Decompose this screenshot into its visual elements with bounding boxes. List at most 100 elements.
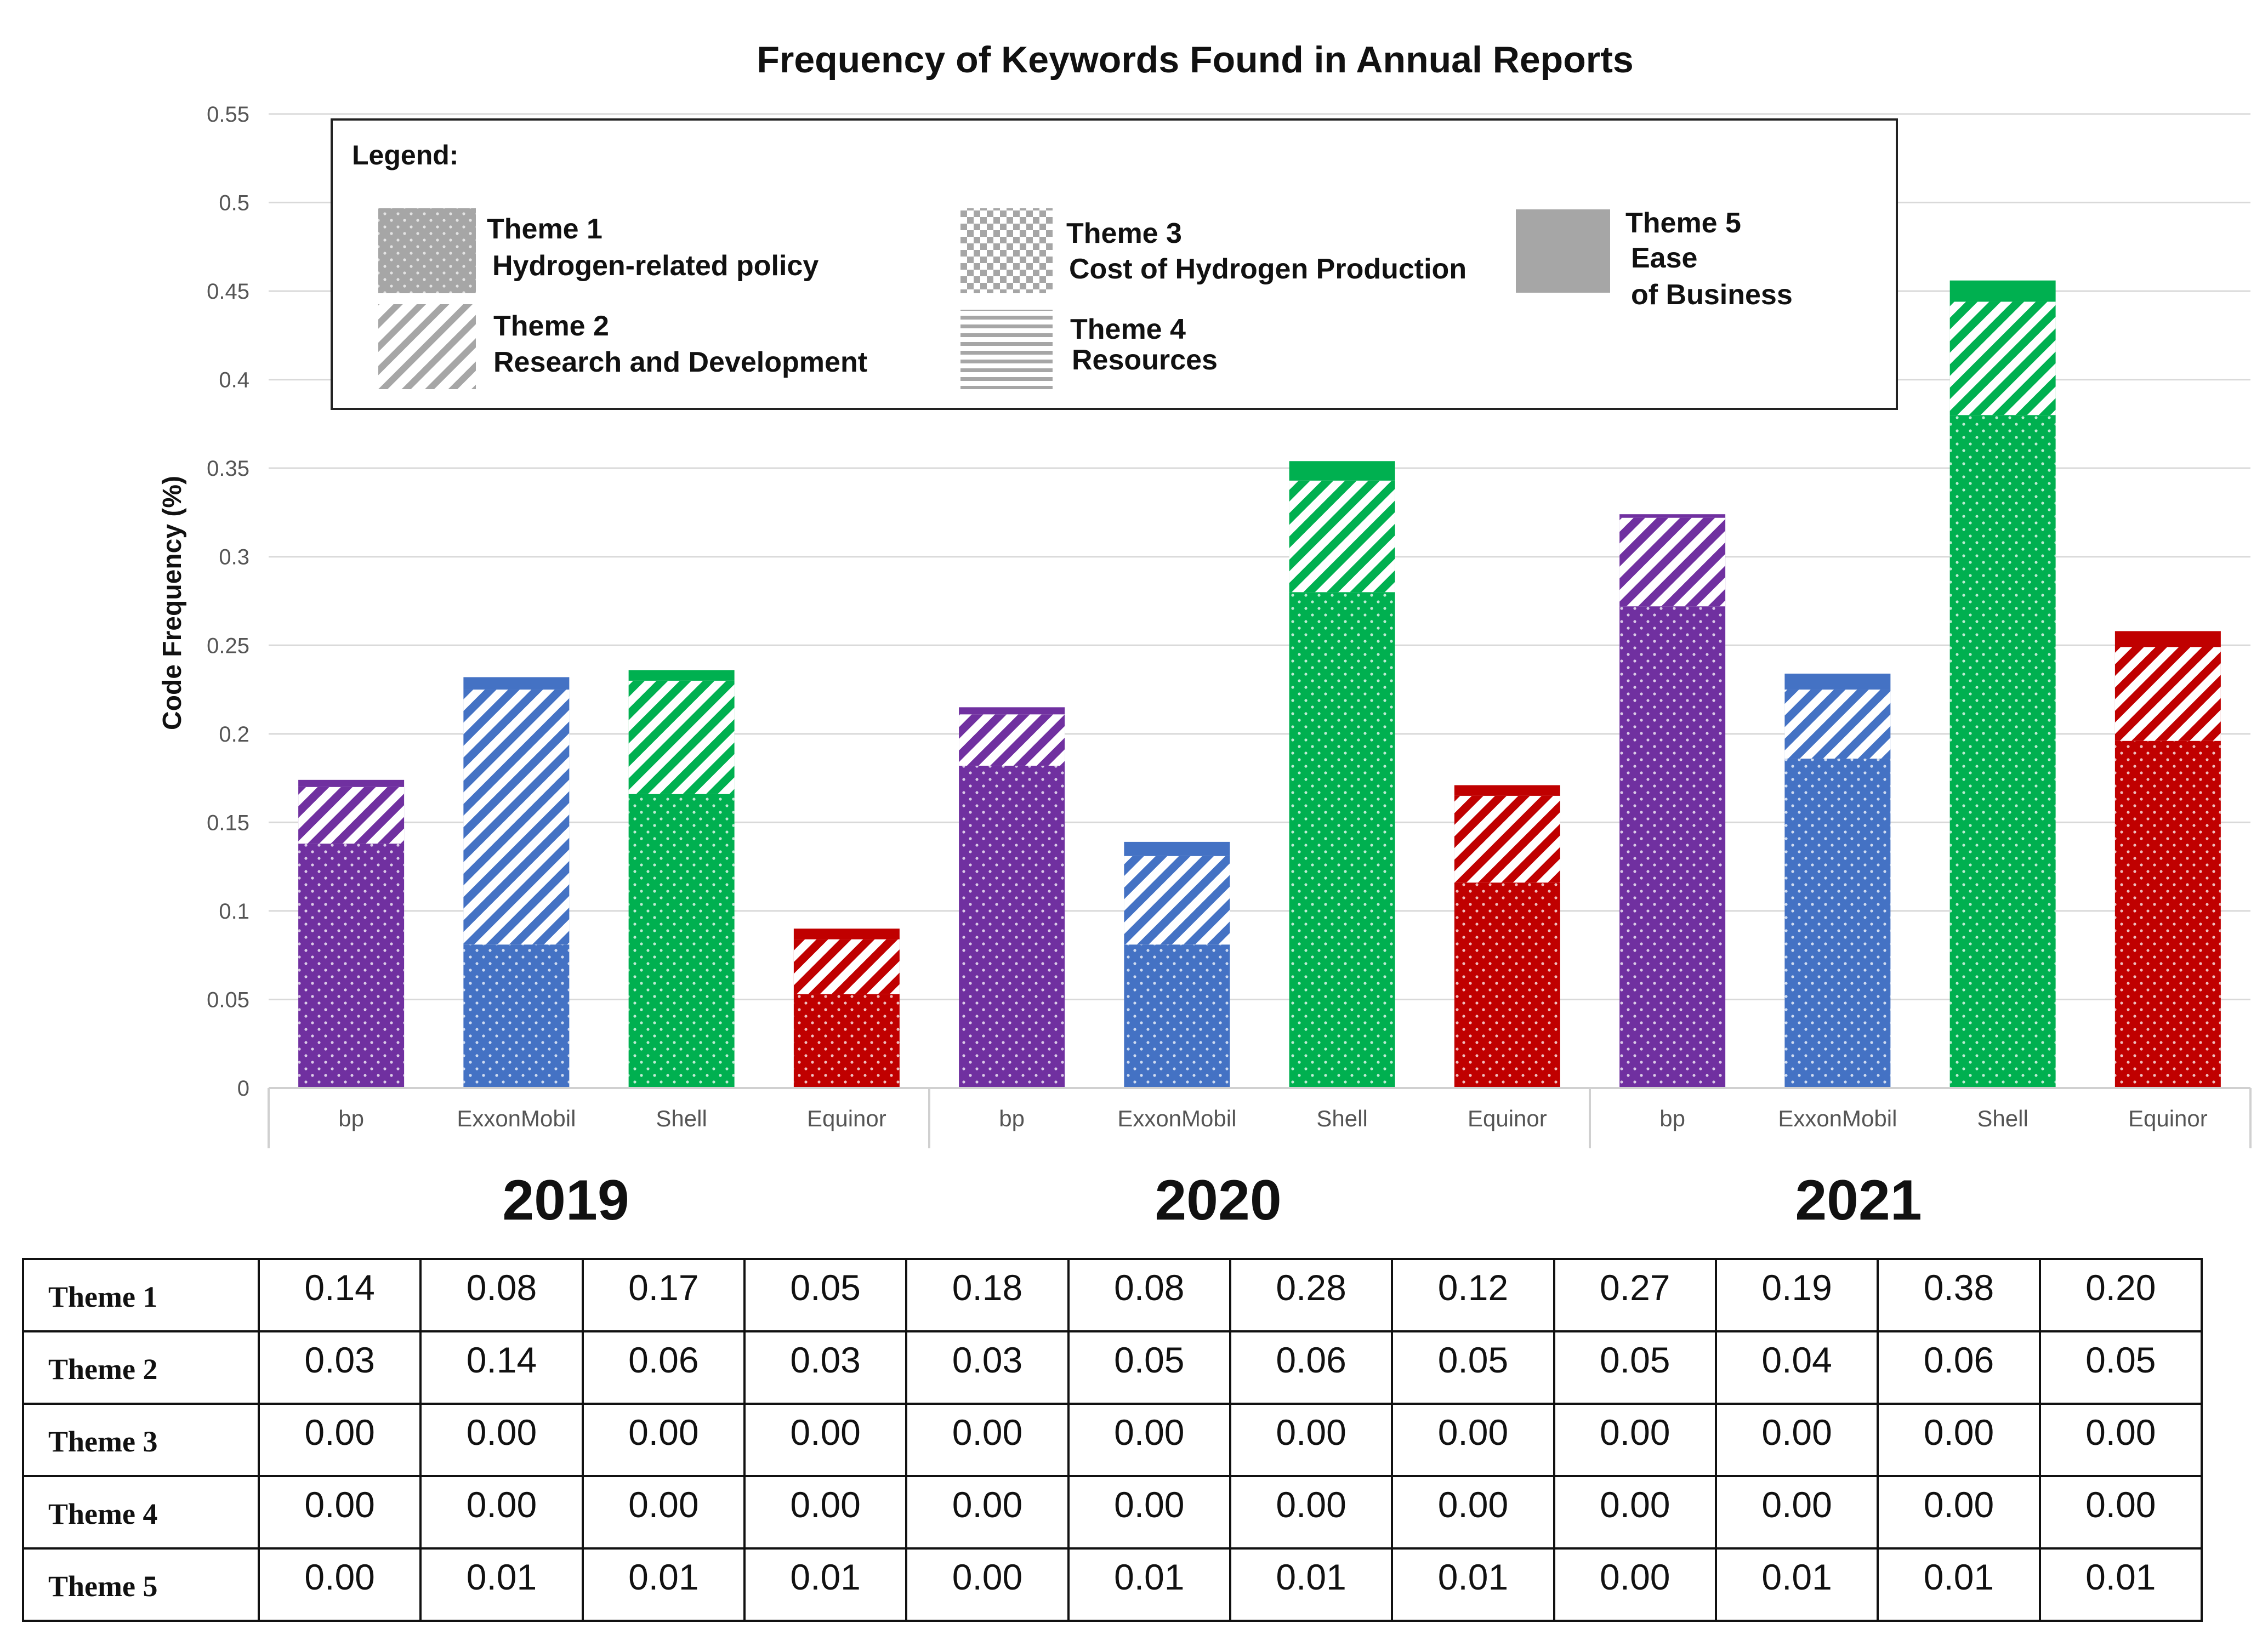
bar-segment-bp-theme-1 <box>959 765 1065 1088</box>
table-cell: 0.14 <box>257 1258 422 1332</box>
bar-segment-bp-theme-2 <box>959 714 1065 766</box>
year-labels: 2019 2020 2021 <box>502 1169 1922 1232</box>
bar-segment-bp-theme-1 <box>298 844 405 1088</box>
table-row-label: Theme 3 <box>22 1403 260 1477</box>
y-tick-label: 0.25 <box>207 634 249 658</box>
table-cell: 0.00 <box>1067 1403 1231 1477</box>
legend-theme-4-desc: Resources <box>1072 344 1218 376</box>
y-tick-label: 0.45 <box>207 280 249 304</box>
bar-pattern-dots <box>1124 944 1230 1088</box>
bar-segment-exxonmobil-theme-2 <box>1124 856 1230 945</box>
y-tick-label: 0.2 <box>219 722 249 747</box>
table-cell: 0.00 <box>581 1475 746 1550</box>
legend-theme-5-desc-2: of Business <box>1631 279 1793 311</box>
x-tick-label: ExxonMobil <box>1778 1106 1897 1131</box>
bar-segment-bp-theme-1 <box>1619 606 1726 1088</box>
bar-fill <box>1289 461 1395 481</box>
bar-segment-shell-theme-1 <box>628 794 735 1088</box>
table-cell: 0.00 <box>905 1475 1070 1550</box>
table-cell: 0.00 <box>743 1475 908 1550</box>
bar-segment-equinor-theme-1 <box>1454 882 1560 1088</box>
table-cell: 0.03 <box>743 1330 908 1405</box>
bar-segment-exxonmobil-theme-1 <box>1124 944 1230 1088</box>
table-cell: 0.01 <box>1229 1547 1394 1622</box>
bar-segment-shell-theme-5 <box>1289 461 1395 481</box>
table-cell: 0.01 <box>1391 1547 1555 1622</box>
bar-fill <box>2114 631 2221 647</box>
legend-swatch-theme-4 <box>960 310 1053 389</box>
legend-theme-3-name: Theme 3 <box>1066 218 1182 249</box>
table-cell: 0.05 <box>743 1258 908 1332</box>
table-row-label: Theme 1 <box>22 1258 260 1332</box>
table-cell: 0.01 <box>1877 1547 2041 1622</box>
x-tick-label: bp <box>1659 1106 1685 1131</box>
table-cell: 0.12 <box>1391 1258 1555 1332</box>
legend-theme-3-desc: Cost of Hydrogen Production <box>1069 253 1466 285</box>
bar-segment-shell-theme-5 <box>628 670 735 681</box>
bar-pattern-diagonal <box>298 787 405 844</box>
bar-pattern-diagonal <box>628 680 735 794</box>
y-tick-label: 0.35 <box>207 457 249 481</box>
table-cell: 0.00 <box>1877 1403 2041 1477</box>
stacked-bar-chart: Frequency of Keywords Found in Annual Re… <box>158 39 2252 1232</box>
bar-segment-exxonmobil-theme-1 <box>1784 759 1891 1088</box>
bar-pattern-diagonal <box>1454 795 1560 883</box>
table-cell: 0.05 <box>2038 1330 2203 1405</box>
table-cell: 0.06 <box>1229 1330 1394 1405</box>
bar-fill <box>1784 673 1891 690</box>
table-cell: 0.00 <box>905 1547 1070 1622</box>
legend-theme-1-desc: Hydrogen-related policy <box>492 250 818 282</box>
legend-title: Legend: <box>352 140 458 170</box>
y-axis-label: Code Frequency (%) <box>158 476 187 730</box>
legend-swatch-theme-3 <box>960 208 1053 293</box>
table-cell: 0.01 <box>1714 1547 1879 1622</box>
x-tick-label: Equinor <box>807 1106 886 1131</box>
year-label: 2021 <box>1795 1169 1922 1232</box>
table-row: Theme 5 0.00 0.01 0.01 0.01 0.00 0.01 0.01 0.01 0… <box>22 1547 2203 1622</box>
bar-segment-shell-theme-1 <box>1289 592 1395 1088</box>
bar-pattern-diagonal <box>1289 480 1395 593</box>
table-cell: 0.20 <box>2038 1258 2203 1332</box>
bar-segment-equinor-theme-1 <box>793 994 900 1088</box>
bar-pattern-diagonal <box>793 939 900 994</box>
table-cell: 0.38 <box>1877 1258 2041 1332</box>
bar-segment-shell-theme-1 <box>1949 415 2056 1088</box>
table-cell: 0.00 <box>419 1475 584 1550</box>
bar-segment-exxonmobil-theme-2 <box>1784 690 1891 759</box>
table-row: Theme 3 0.00 0.00 0.00 0.00 0.00 0.00 0.00 0.00 0… <box>22 1403 2203 1477</box>
table-row-label: Theme 5 <box>22 1547 260 1622</box>
bar-segment-bp-theme-5 <box>959 707 1065 715</box>
y-tick-label: 0.1 <box>219 899 249 924</box>
y-tick-label: 0.55 <box>207 102 249 127</box>
data-table-body: Theme 1 0.14 0.08 0.17 0.05 0.18 0.08 0.28 0.12 0… <box>22 1258 2203 1622</box>
bar-segment-bp-theme-5 <box>1619 514 1726 518</box>
x-tick-label: ExxonMobil <box>1117 1106 1236 1131</box>
x-axis-ticks: bp ExxonMobil Shell Equinor bp ExxonMobil Shel… <box>338 1106 2208 1131</box>
bar-pattern-diagonal <box>1784 690 1891 759</box>
bar-segment-equinor-theme-5 <box>793 929 900 939</box>
legend-theme-2-name: Theme 2 <box>493 310 609 342</box>
bar-pattern-dots <box>463 944 570 1088</box>
table-cell: 0.03 <box>257 1330 422 1405</box>
y-tick-label: 0.3 <box>219 545 249 569</box>
table-cell: 0.00 <box>1553 1403 1717 1477</box>
table-cell: 0.00 <box>257 1547 422 1622</box>
bar-pattern-dots <box>959 765 1065 1088</box>
y-tick-label: 0.15 <box>207 811 249 835</box>
y-tick-label: 0.5 <box>219 191 249 215</box>
bar-fill <box>793 929 900 939</box>
year-label: 2020 <box>1155 1169 1281 1232</box>
bar-segment-equinor-theme-2 <box>1454 795 1560 883</box>
legend-swatch-theme-5 <box>1516 209 1610 293</box>
legend-theme-2-desc: Research and Development <box>493 346 867 378</box>
table-row-label: Theme 4 <box>22 1475 260 1550</box>
bar-segment-bp-theme-2 <box>298 787 405 844</box>
x-tick-label: bp <box>338 1106 364 1131</box>
bars <box>298 280 2221 1088</box>
legend-swatch-theme-2 <box>378 304 476 389</box>
table-cell: 0.28 <box>1229 1258 1394 1332</box>
bar-fill <box>1124 841 1230 856</box>
bar-segment-exxonmobil-theme-5 <box>1124 841 1230 856</box>
table-cell: 0.00 <box>2038 1475 2203 1550</box>
bar-fill <box>628 670 735 681</box>
